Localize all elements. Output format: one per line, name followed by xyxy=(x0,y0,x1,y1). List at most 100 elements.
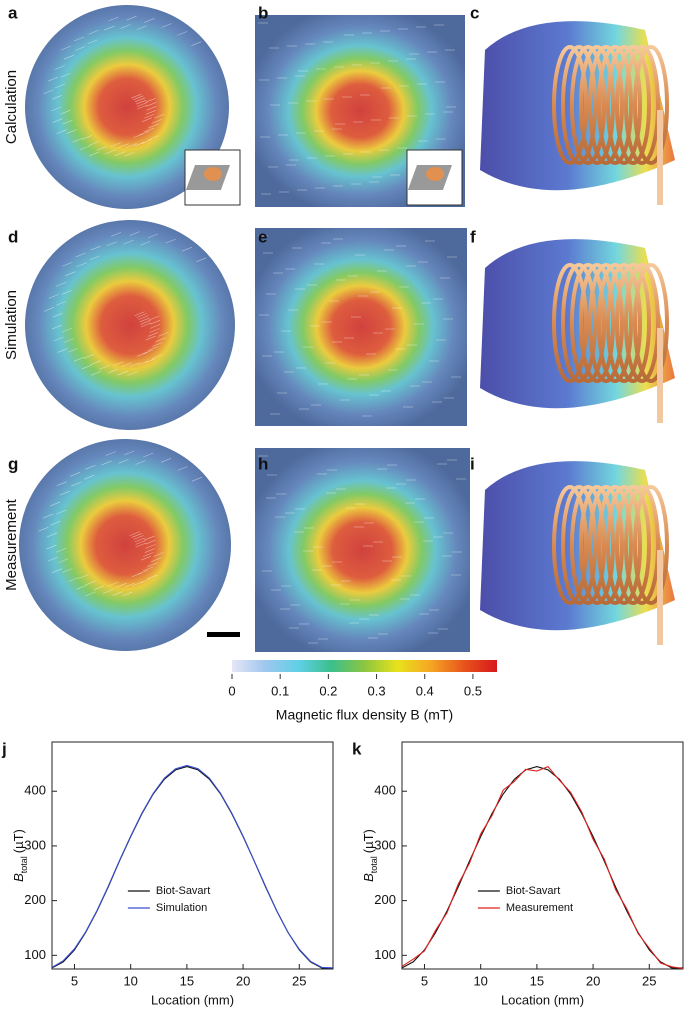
field-arrow xyxy=(177,466,188,471)
colorbar xyxy=(232,660,497,672)
field-arrow xyxy=(127,371,138,376)
coil-turn xyxy=(606,485,642,605)
data-line xyxy=(51,764,334,969)
x-tick-label: 25 xyxy=(292,973,306,988)
field-arrow xyxy=(43,89,54,95)
field-arrow xyxy=(145,544,156,549)
colorbar-tick-label: 0 xyxy=(228,683,235,698)
field-arrow xyxy=(54,65,65,70)
field-arrow xyxy=(55,301,67,306)
field-arrow xyxy=(47,76,59,82)
field-arrow xyxy=(60,109,71,115)
field-map xyxy=(19,439,231,651)
coil-turn xyxy=(588,45,624,165)
field-arrow xyxy=(84,474,95,480)
field-arrow xyxy=(129,362,140,367)
field-arrow xyxy=(88,141,99,146)
coil-turn xyxy=(570,263,606,383)
field-arrow xyxy=(145,358,156,363)
field-arrow xyxy=(62,568,73,573)
field-arrow xyxy=(89,255,100,261)
coil-turn xyxy=(633,485,669,605)
coil-turn xyxy=(624,263,660,383)
field-arrow xyxy=(136,102,148,107)
coil-turn xyxy=(561,45,597,165)
field-arrow xyxy=(105,451,116,456)
field-arrow xyxy=(145,110,156,115)
field-arrow xyxy=(110,142,122,147)
field-arrow xyxy=(131,93,142,99)
field-arrow xyxy=(90,371,102,376)
y-tick-label: 300 xyxy=(374,837,396,852)
field-arrow xyxy=(137,104,148,110)
panel-label: d xyxy=(8,227,18,246)
x-axis-label: Location (mm) xyxy=(501,992,584,1007)
field-arrow xyxy=(48,294,59,299)
field-arrow xyxy=(76,262,87,268)
field-arrow xyxy=(50,106,62,112)
field-arrow xyxy=(135,460,146,465)
field-arrow xyxy=(71,481,82,487)
field-arrow xyxy=(144,127,155,133)
field-arrow xyxy=(44,307,55,312)
field-arrow xyxy=(52,118,63,123)
field-arrow xyxy=(151,354,163,359)
coil-turn xyxy=(597,263,633,383)
field-arrow xyxy=(83,354,94,359)
field-arrow xyxy=(191,476,203,482)
field-arrow xyxy=(144,535,155,541)
field-arrow xyxy=(124,450,135,456)
data-line xyxy=(51,766,333,969)
field-arrow xyxy=(50,501,61,507)
row-label: Measurement xyxy=(3,498,20,591)
field-arrow xyxy=(61,327,72,333)
field-arrow xyxy=(85,465,96,470)
field-arrow xyxy=(55,509,67,515)
field-arrow xyxy=(123,239,134,245)
field-arrow xyxy=(108,581,119,587)
field-arrow xyxy=(158,332,169,337)
field-arrow xyxy=(108,16,119,22)
colorbar-tick-label: 0.4 xyxy=(416,683,434,698)
coil-turn xyxy=(579,45,615,165)
coil-turn xyxy=(633,263,669,383)
field-arrow xyxy=(150,557,162,563)
x-tick-label: 10 xyxy=(473,973,487,988)
field-arrow xyxy=(146,106,157,111)
field-arrow xyxy=(144,548,155,553)
y-tick-label: 400 xyxy=(374,783,396,798)
field-arrow xyxy=(56,481,67,486)
y-tick-label: 400 xyxy=(24,783,46,798)
field-arrow xyxy=(76,585,87,590)
field-arrow xyxy=(191,41,202,46)
field-arrow xyxy=(55,282,66,287)
y-axis-label: Btotal (µT) xyxy=(11,829,29,882)
coil-turn xyxy=(552,263,588,383)
field-arrow xyxy=(147,574,158,580)
field-arrow xyxy=(53,336,64,342)
panel-label: j xyxy=(1,739,7,758)
field-arrow xyxy=(142,349,153,355)
field-arrow xyxy=(135,540,146,545)
field-arrow xyxy=(136,25,148,30)
field-arrow xyxy=(63,338,75,343)
field-arrow xyxy=(98,365,110,370)
field-arrow xyxy=(122,591,133,597)
coil-turn xyxy=(624,485,660,605)
field-arrow xyxy=(101,460,112,466)
field-arrow xyxy=(129,231,140,236)
field-arrow xyxy=(61,290,72,295)
field-arrow xyxy=(114,151,125,156)
row-label: Simulation xyxy=(3,290,20,360)
field-arrow xyxy=(118,143,129,148)
y-label-unit: (µT) xyxy=(11,829,26,853)
field-arrow xyxy=(58,558,69,563)
y-label-symbol: B xyxy=(11,873,26,882)
field-arrow xyxy=(81,135,93,140)
field-arrow xyxy=(124,582,135,588)
field-arrow xyxy=(117,370,128,376)
coil-turn xyxy=(633,45,669,165)
field-arrow xyxy=(78,574,89,579)
field-arrow xyxy=(143,452,154,458)
